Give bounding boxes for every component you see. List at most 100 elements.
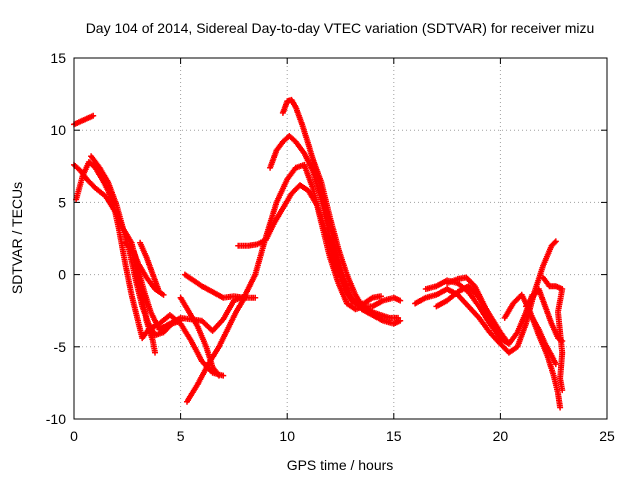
data-point-run xyxy=(143,274,157,291)
data-point xyxy=(156,288,163,295)
x-tick-label: 25 xyxy=(599,428,615,444)
data-point-run xyxy=(444,276,459,287)
series-track-9 xyxy=(177,294,222,379)
data-point-run xyxy=(273,140,285,154)
data-point-run xyxy=(156,313,172,327)
data-point xyxy=(252,294,259,301)
data-point-run xyxy=(548,352,558,366)
data-point-run xyxy=(271,206,285,226)
y-tick-label: -10 xyxy=(46,411,66,427)
data-point-run xyxy=(463,274,477,288)
data-point-run xyxy=(188,338,204,363)
data-point-run xyxy=(126,248,139,282)
data-point-run xyxy=(292,104,305,126)
data-point-run xyxy=(149,271,162,294)
data-point-run xyxy=(73,175,85,203)
data-point-run xyxy=(198,283,215,295)
data-point-run xyxy=(299,121,311,146)
data-point-run xyxy=(529,314,541,331)
data-point-run xyxy=(471,283,486,305)
x-tick-label: 10 xyxy=(279,428,295,444)
data-point-run xyxy=(254,237,268,248)
x-tick-label: 15 xyxy=(386,428,402,444)
y-tick-label: -5 xyxy=(54,339,67,355)
data-point-run xyxy=(514,311,529,336)
data-point-run xyxy=(284,97,293,105)
data-point-run xyxy=(542,303,554,325)
data-point-run xyxy=(190,277,204,289)
data-point-run xyxy=(160,321,174,336)
data-point-run xyxy=(444,290,460,304)
data-point-run xyxy=(209,364,221,378)
data-point-run xyxy=(412,295,428,307)
data-point xyxy=(215,372,222,379)
data-point-run xyxy=(96,164,111,184)
data-point xyxy=(552,361,559,368)
data-point-run xyxy=(433,298,449,310)
data-point-run xyxy=(326,254,341,285)
series-track-10 xyxy=(184,294,259,405)
data-point-run xyxy=(115,225,128,265)
data-point-run xyxy=(505,330,520,347)
data-point-run xyxy=(476,303,492,326)
data-point-run xyxy=(224,310,239,333)
data-point-run xyxy=(369,298,385,310)
data-point-run xyxy=(122,239,136,254)
data-point-run xyxy=(194,362,211,388)
data-point-run xyxy=(343,271,358,296)
data-point-run xyxy=(433,278,449,290)
data-point-run xyxy=(130,248,141,273)
data-point xyxy=(557,404,564,411)
data-point-run xyxy=(273,178,290,206)
series-track-18 xyxy=(444,274,504,339)
data-point-run xyxy=(286,133,298,144)
data-point-run xyxy=(301,150,315,172)
data-point xyxy=(497,332,504,339)
data-point-run xyxy=(352,291,366,311)
data-point xyxy=(360,306,367,313)
data-point-run xyxy=(135,268,145,296)
data-point xyxy=(559,387,566,394)
data-point-run xyxy=(267,149,279,171)
data-point xyxy=(552,238,559,245)
y-tick-label: 15 xyxy=(50,50,66,66)
data-point-run xyxy=(305,187,320,207)
data-point-run xyxy=(288,96,298,109)
data-point-run xyxy=(85,159,97,170)
data-point-run xyxy=(205,345,221,368)
data-point-run xyxy=(535,286,548,308)
plot-frame xyxy=(73,57,608,420)
data-point-run xyxy=(542,340,554,357)
data-point-run xyxy=(88,153,102,170)
chart-title: Day 104 of 2014, Sidereal Day-to-day VTE… xyxy=(86,20,595,36)
data-point-run xyxy=(544,352,557,377)
data-point-run xyxy=(480,300,494,323)
data-point-run xyxy=(105,179,119,207)
data-point-run xyxy=(279,192,294,212)
data-point-run xyxy=(137,239,149,259)
data-point-run xyxy=(194,323,209,348)
data-point-run xyxy=(143,254,156,276)
data-point-run xyxy=(465,303,481,320)
data-point-run xyxy=(557,349,566,380)
data-point-run xyxy=(343,300,357,312)
data-point xyxy=(397,317,404,324)
data-point xyxy=(152,349,159,356)
y-tick-label: 5 xyxy=(58,194,66,210)
data-point xyxy=(160,291,167,298)
data-point-run xyxy=(476,314,492,334)
data-point-run xyxy=(514,322,529,350)
data-point-run xyxy=(220,299,236,323)
data-point xyxy=(397,297,404,304)
data-point-run xyxy=(548,239,558,249)
data-point-run xyxy=(540,274,552,288)
data-point-run xyxy=(184,382,200,405)
series-track-8 xyxy=(181,271,248,301)
data-point-run xyxy=(465,288,481,308)
data-point-run xyxy=(143,317,156,343)
data-point-run xyxy=(535,326,548,346)
data-point-run xyxy=(335,280,350,305)
ticks: 0 5 10 15 20 25 -10 -5 0 5 10 15 xyxy=(46,50,615,444)
